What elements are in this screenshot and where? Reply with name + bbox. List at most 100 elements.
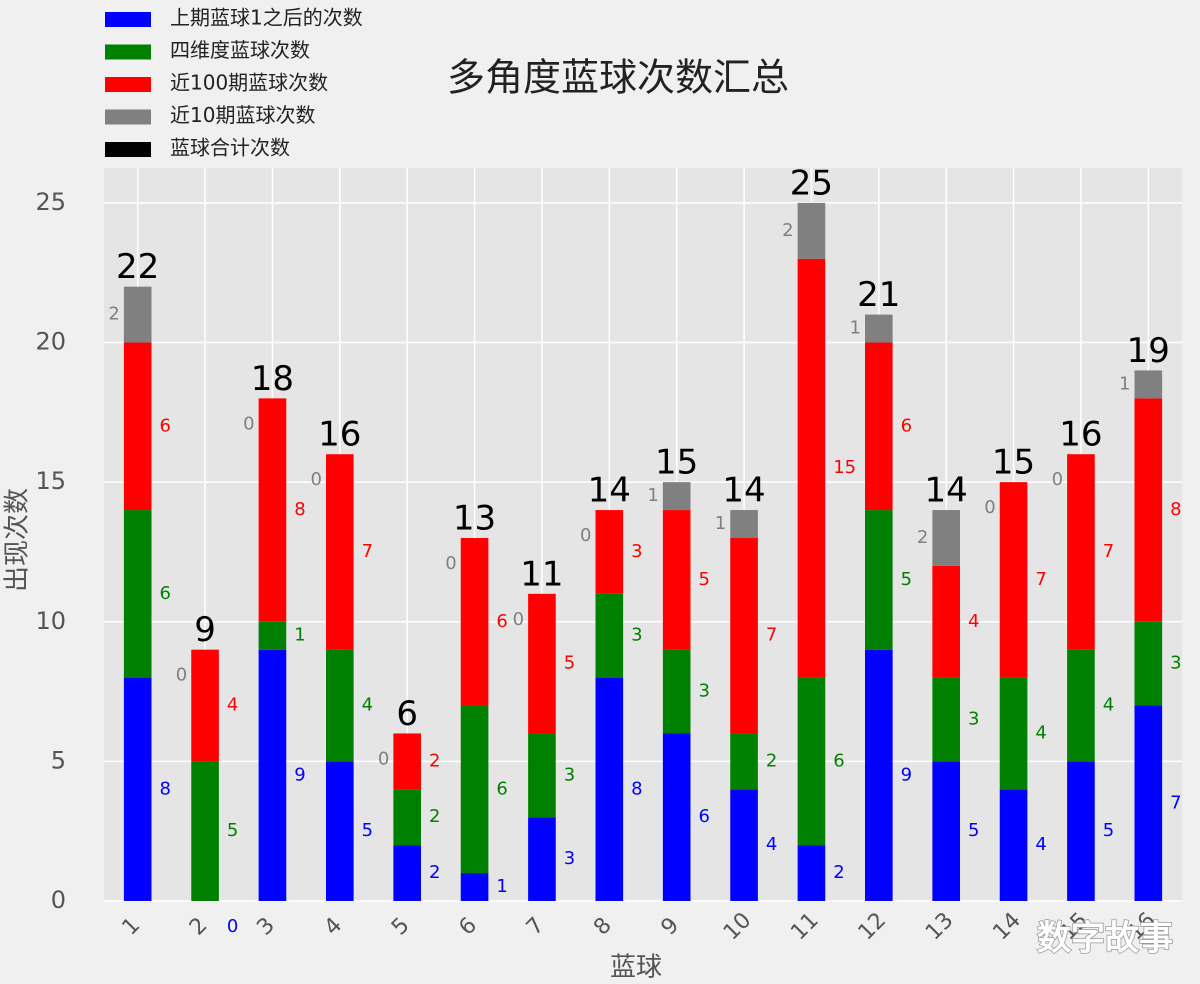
value-label: 7 [362,541,373,562]
value-label: 4 [1035,834,1046,855]
value-label: 0 [176,665,187,686]
x-tick-label: 12 [854,908,891,945]
y-tick-label: 15 [35,467,66,495]
bar-segment [730,733,758,790]
bar-segment [1134,705,1163,901]
bar-segment [797,258,826,678]
bar-segment [999,482,1028,678]
value-label: 3 [631,625,642,646]
bar-segment [662,510,691,650]
total-label: 14 [588,471,631,511]
x-tick-label: 4 [320,913,348,941]
value-label: 7 [1103,541,1114,562]
bar-segment [528,593,556,734]
x-tick-label: 2 [185,913,213,941]
total-label: 11 [520,554,563,594]
bar-segment [595,593,624,678]
value-label: 8 [1170,499,1181,520]
total-label: 15 [992,443,1035,483]
bar-segment [595,677,624,901]
bar-segment [191,649,219,762]
value-label: 6 [901,415,912,436]
value-label: 7 [1035,569,1046,590]
bar-segment [932,510,960,566]
value-label: 2 [429,806,440,827]
bar-segment [1067,761,1095,901]
total-label: 9 [194,610,216,650]
bar-segment [932,677,960,762]
labels: 8662220540991801854701622206166013335011… [108,163,1181,937]
value-label: 8 [294,499,305,520]
value-label: 8 [631,778,642,799]
bar-segment [258,621,287,650]
value-label: 3 [564,764,575,785]
total-label: 21 [857,275,900,315]
legend-label: 上期蓝球1之后的次数 [170,6,363,30]
value-label: 0 [243,413,254,434]
legend-swatch [105,109,151,125]
total-label: 16 [318,415,361,455]
value-label: 1 [715,513,726,534]
value-label: 6 [698,806,709,827]
bar-segment [1067,649,1095,762]
bar-segment [730,510,758,538]
value-label: 4 [362,695,373,716]
legend-swatch [105,12,151,27]
legend-label: 近100期蓝球次数 [170,71,328,95]
bar-segment [662,482,691,511]
legend-label: 近10期蓝球次数 [170,103,315,127]
value-label: 5 [564,653,575,674]
x-tick-label: 13 [921,908,958,945]
bar-segment [393,733,421,790]
y-tick-label: 10 [35,607,66,635]
y-tick-label: 0 [51,886,66,914]
bar-segment [528,733,556,818]
chart-title: 多角度蓝球次数汇总 [447,56,789,100]
bar-segment [393,845,421,901]
value-label: 3 [1170,653,1181,674]
bar-segment [865,342,893,511]
bar-segment [865,510,893,650]
bar-segment [326,649,354,762]
y-tick-label: 25 [35,188,66,216]
value-label: 3 [564,848,575,869]
bar-segment [191,761,219,901]
bar-segment [797,202,826,259]
value-label: 0 [513,609,524,630]
bar-segment [460,537,489,706]
value-label: 5 [901,569,912,590]
bar-segment [932,565,960,678]
bar-segment [932,761,960,901]
bar-segment [460,873,489,901]
bar-segment [1134,621,1163,706]
value-label: 2 [429,862,440,883]
value-label: 0 [984,497,995,518]
value-label: 3 [631,541,642,562]
bar-segment [326,761,354,901]
bar-segment [123,510,152,678]
value-label: 5 [227,820,238,841]
total-label: 18 [251,359,294,399]
value-label: 1 [496,876,507,897]
value-label: 2 [429,750,440,771]
value-label: 8 [159,778,170,799]
bar-segment [1134,370,1163,399]
bar-segment [258,649,287,901]
bar-segment [528,817,556,901]
value-label: 6 [159,583,170,604]
value-label: 1 [1119,373,1130,394]
total-label: 16 [1059,415,1102,455]
x-tick-label: 5 [387,913,415,941]
total-label: 15 [655,443,698,483]
value-label: 2 [108,304,119,325]
bar-segment [595,510,624,594]
total-label: 14 [722,471,765,511]
x-tick-label: 10 [719,908,756,945]
bar-segment [258,398,287,622]
value-label: 0 [378,748,389,769]
value-label: 0 [311,469,322,490]
legend-label: 四维度蓝球次数 [170,38,310,62]
x-tick-label: 1 [118,913,146,941]
